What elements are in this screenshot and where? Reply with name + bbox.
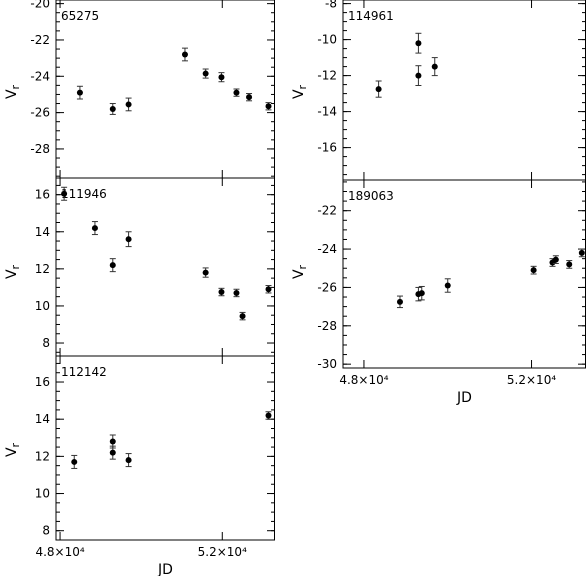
y-tick-label: -24 <box>317 242 337 256</box>
y-tick-label: -12 <box>317 69 337 83</box>
star-id-label: 65275 <box>61 9 99 23</box>
y-tick-label: 14 <box>35 412 50 426</box>
x-axis-label: JD <box>157 562 173 576</box>
data-point <box>265 412 272 419</box>
y-tick-label: -28 <box>30 142 50 156</box>
x-tick-label: 5.2×10⁴ <box>198 545 247 559</box>
y-tick-label: -28 <box>317 319 337 333</box>
data-point <box>181 51 188 58</box>
star-id-label: 114961 <box>348 9 394 23</box>
data-point <box>375 86 382 93</box>
data-point <box>578 249 585 256</box>
y-tick-label: 10 <box>35 487 50 501</box>
panel-111946: 111946 16 14 12 10 8 Vr <box>4 177 275 357</box>
data-point <box>233 289 240 296</box>
x-tick-label: 4.8×10⁴ <box>35 545 84 559</box>
data-point <box>125 101 132 108</box>
data-point <box>125 236 132 243</box>
data-point <box>415 72 422 79</box>
star-id-label: 189063 <box>348 189 394 203</box>
y-tick-label: 16 <box>35 188 50 202</box>
y-tick-label: -8 <box>325 0 337 11</box>
data-point <box>202 269 209 276</box>
y-tick-label: -22 <box>30 33 50 47</box>
data-point <box>61 190 68 197</box>
data-point <box>239 313 246 320</box>
data-point <box>218 74 225 81</box>
y-tick-label: 8 <box>42 336 50 350</box>
data-point <box>109 105 116 112</box>
y-tick-label: -14 <box>317 105 337 119</box>
y-axis-label: Vr <box>291 264 309 279</box>
y-axis-label: Vr <box>4 264 22 279</box>
star-id-label: 111946 <box>61 187 107 201</box>
y-axis-label: Vr <box>4 84 22 99</box>
panel-65275: 65275 -20 -22 -24 -26 -28 Vr <box>4 0 275 179</box>
data-point <box>218 289 225 296</box>
panel-frame <box>55 177 275 357</box>
data-point <box>530 267 537 274</box>
data-point <box>265 103 272 110</box>
star-id-label: 112142 <box>61 365 107 379</box>
y-tick-label: -20 <box>30 0 50 11</box>
panel-189063: 189063 -22 -24 -26 -28 -304.8×10⁴ 5.2×10⁴ Vr JD <box>291 179 586 406</box>
data-point <box>125 457 132 464</box>
y-axis-label: Vr <box>291 84 309 99</box>
x-tick-label: 4.8×10⁴ <box>339 373 388 387</box>
y-tick-label: -16 <box>317 141 337 155</box>
y-tick-label: 8 <box>42 524 50 538</box>
panel-frame <box>342 179 586 369</box>
data-point <box>566 261 573 268</box>
data-point <box>418 290 425 297</box>
x-tick-label: 5.2×10⁴ <box>507 373 556 387</box>
panel-114961: 114961 -8 -10 -12 -14 -16 Vr <box>291 0 586 181</box>
y-tick-label: -22 <box>317 204 337 218</box>
panel-112142: 112142 16 14 12 10 8 4.8×10⁴ 5.2×10⁴ Vr JD <box>4 355 275 576</box>
y-tick-label: 14 <box>35 225 50 239</box>
x-axis-label: JD <box>456 390 472 406</box>
data-point <box>202 70 209 77</box>
data-point <box>109 262 116 269</box>
y-tick-label: 16 <box>35 375 50 389</box>
data-point <box>109 449 116 456</box>
y-tick-label: 12 <box>35 449 50 463</box>
data-point <box>71 458 78 465</box>
data-point <box>233 89 240 96</box>
y-tick-label: -26 <box>317 280 337 294</box>
y-axis-label: Vr <box>4 442 22 457</box>
data-point <box>552 256 559 263</box>
data-point <box>246 94 253 101</box>
y-tick-label: -30 <box>317 357 337 371</box>
data-point <box>444 282 451 289</box>
panel-frame <box>55 355 275 541</box>
data-point <box>431 63 438 70</box>
y-tick-label: -10 <box>317 33 337 47</box>
y-tick-label: 12 <box>35 262 50 276</box>
y-tick-label: -24 <box>30 69 50 83</box>
data-point <box>91 225 98 232</box>
data-point <box>265 286 272 293</box>
panel-frame <box>55 0 275 179</box>
y-tick-label: -26 <box>30 106 50 120</box>
data-point <box>396 298 403 305</box>
data-point <box>76 89 83 96</box>
y-tick-label: 10 <box>35 299 50 313</box>
data-point <box>415 40 422 47</box>
data-point <box>109 438 116 445</box>
